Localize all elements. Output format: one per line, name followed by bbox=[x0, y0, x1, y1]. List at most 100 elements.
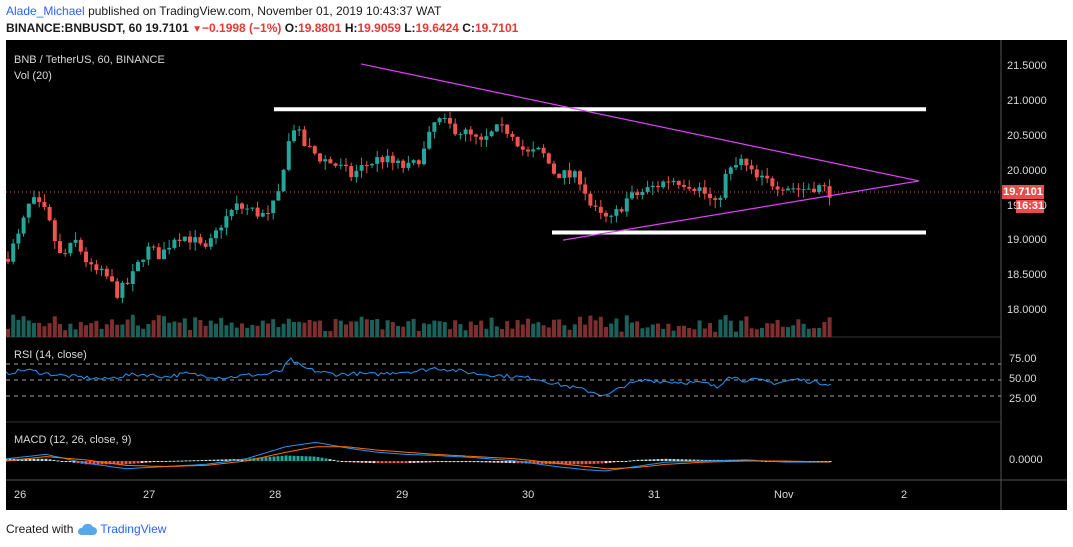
volume-bar bbox=[110, 319, 114, 337]
macd-histogram-bar bbox=[160, 461, 164, 462]
chart-area[interactable]: BNB / TetherUS, 60, BINANCE Vol (20) RSI… bbox=[6, 40, 1067, 510]
volume-bar bbox=[323, 331, 328, 337]
volume-bar bbox=[609, 323, 614, 337]
volume-bar bbox=[806, 328, 811, 337]
macd-histogram-bar bbox=[172, 460, 176, 462]
macd-histogram-bar bbox=[140, 461, 144, 463]
macd-histogram-bar bbox=[392, 461, 396, 464]
macd-histogram-bar bbox=[304, 456, 308, 461]
volume-bar bbox=[666, 323, 671, 337]
macd-histogram-bar bbox=[260, 457, 264, 461]
bar-countdown-badge: 16:31 bbox=[1016, 200, 1045, 213]
price-tick-label: 20.0000 bbox=[1007, 164, 1047, 177]
macd-histogram-bar bbox=[404, 461, 408, 464]
macd-histogram-bar bbox=[452, 461, 456, 463]
candle-body bbox=[572, 171, 577, 178]
tradingview-link[interactable]: TradingView bbox=[100, 522, 167, 536]
macd-histogram-bar bbox=[704, 459, 708, 461]
macd-histogram-bar bbox=[336, 460, 340, 462]
candle-body bbox=[494, 124, 499, 132]
candle-body bbox=[115, 281, 120, 298]
publish-info: Alade_Michael published on TradingView.c… bbox=[6, 4, 441, 18]
macd-histogram-bar bbox=[108, 461, 112, 465]
macd-histogram-bar bbox=[324, 458, 328, 461]
high-label: H: bbox=[344, 21, 358, 35]
close-value: 19.7101 bbox=[474, 21, 519, 35]
volume-bar bbox=[281, 323, 286, 337]
volume-bar bbox=[474, 325, 478, 337]
macd-histogram-bar bbox=[528, 461, 532, 464]
price-tick-label: 18.5000 bbox=[1007, 269, 1047, 282]
macd-histogram-bar bbox=[148, 461, 152, 463]
candle-body bbox=[609, 215, 614, 217]
macd-histogram-bar bbox=[84, 461, 88, 465]
candle-body bbox=[442, 118, 447, 120]
macd-histogram-bar bbox=[32, 458, 36, 461]
candle-body bbox=[796, 188, 801, 190]
close-label: C: bbox=[462, 21, 475, 35]
macd-histogram-bar bbox=[40, 458, 44, 461]
macd-histogram-bar bbox=[396, 461, 400, 464]
candle-body bbox=[437, 118, 442, 123]
macd-histogram-bar bbox=[828, 461, 832, 462]
volume-bar bbox=[468, 321, 473, 337]
candle-body bbox=[791, 188, 796, 190]
volume-bar bbox=[73, 329, 78, 337]
candle-body bbox=[78, 239, 83, 252]
candle-body bbox=[728, 167, 733, 174]
volume-bar bbox=[141, 328, 146, 337]
candle-body bbox=[552, 163, 556, 174]
macd-histogram-bar bbox=[296, 455, 300, 461]
macd-histogram-bar bbox=[156, 461, 160, 462]
down-arrow-icon: ▼ bbox=[192, 24, 202, 35]
author-link[interactable]: Alade_Michael bbox=[6, 4, 85, 18]
volume-bar bbox=[312, 321, 317, 337]
macd-histogram-bar bbox=[120, 461, 124, 465]
candle-body bbox=[692, 188, 697, 191]
volume-bar bbox=[500, 329, 504, 337]
macd-histogram-bar bbox=[676, 459, 680, 461]
macd-histogram-bar bbox=[136, 461, 140, 464]
candle-body bbox=[26, 203, 31, 218]
volume-bar bbox=[11, 314, 16, 337]
macd-histogram-bar bbox=[588, 461, 592, 465]
pane-title: BNB / TetherUS, 60, BINANCE bbox=[14, 54, 165, 66]
macd-histogram-bar bbox=[344, 461, 348, 463]
created-with-text: Created with bbox=[6, 522, 74, 536]
volume-bar bbox=[193, 317, 198, 337]
macd-histogram-bar bbox=[364, 461, 368, 463]
macd-histogram-bar bbox=[308, 456, 312, 461]
volume-bar bbox=[614, 318, 619, 337]
volume-bar bbox=[359, 316, 364, 337]
candle-body bbox=[416, 160, 421, 165]
candle-body bbox=[214, 230, 218, 239]
candle-body bbox=[458, 134, 463, 136]
volume-bar bbox=[255, 325, 260, 337]
volume-bar bbox=[442, 322, 447, 337]
volume-bar bbox=[162, 316, 166, 337]
candle-body bbox=[245, 208, 250, 210]
chart-canvas[interactable] bbox=[6, 40, 1067, 510]
macd-histogram-bar bbox=[600, 461, 604, 464]
volume-bar bbox=[234, 327, 239, 337]
macd-histogram-bar bbox=[180, 460, 184, 462]
macd-histogram-bar bbox=[224, 459, 228, 461]
macd-histogram-bar bbox=[280, 455, 284, 461]
candle-body bbox=[546, 153, 551, 164]
macd-histogram-bar bbox=[68, 461, 72, 463]
candle-body bbox=[250, 207, 255, 209]
candle-body bbox=[749, 165, 754, 170]
candle-body bbox=[229, 209, 234, 217]
candle-body bbox=[505, 124, 510, 134]
candle-body bbox=[359, 165, 364, 171]
macd-histogram-bar bbox=[440, 461, 444, 463]
macd-histogram-bar bbox=[92, 461, 96, 465]
candle-body bbox=[219, 227, 224, 231]
candle-body bbox=[801, 189, 806, 191]
candle-body bbox=[276, 191, 281, 201]
macd-histogram-bar bbox=[592, 461, 596, 464]
candle-body bbox=[208, 238, 213, 247]
last-price-badge: 19.7101 bbox=[1002, 185, 1044, 200]
candle-body bbox=[99, 268, 104, 271]
candle-body bbox=[453, 123, 458, 135]
